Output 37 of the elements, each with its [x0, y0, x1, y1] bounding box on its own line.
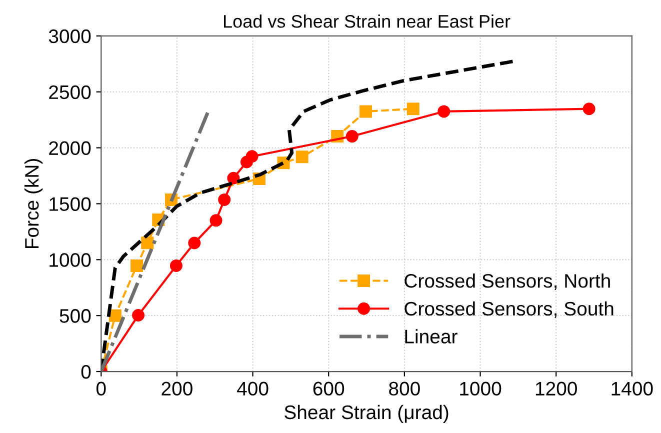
y-axis-title: Force (kN) — [24, 159, 43, 248]
point — [346, 130, 358, 143]
y-tick-label: 2500 — [49, 85, 91, 100]
point — [188, 236, 201, 250]
y-tick-label: 3000 — [48, 29, 91, 44]
point — [227, 172, 240, 184]
point — [246, 150, 258, 163]
x-tick-label: 1400 — [612, 382, 653, 396]
point — [438, 105, 450, 118]
legend-label: Crossed Sensors, North — [404, 273, 610, 290]
y-tick-label: 0 — [81, 364, 91, 379]
x-tick-label: 0 — [96, 382, 106, 396]
x-axis-title: Shear Strain (μrad) — [284, 404, 448, 424]
x-tick-label: 400 — [237, 382, 268, 396]
point — [218, 193, 231, 206]
point — [170, 259, 182, 272]
y-tick-label: 2000 — [49, 141, 91, 156]
point — [582, 102, 596, 116]
x-tick-label: 1000 — [460, 382, 502, 396]
y-tick-label: 1000 — [50, 253, 91, 267]
x-tick-label: 1200 — [536, 382, 577, 396]
x-tick-label: 600 — [313, 382, 344, 396]
chart-title: Load vs Shear Strain near East Pier — [224, 14, 510, 28]
point — [130, 259, 144, 272]
point — [296, 150, 308, 164]
point — [210, 214, 222, 227]
x-tick-label: 200 — [162, 382, 192, 396]
point — [108, 309, 122, 322]
point — [141, 236, 154, 250]
legend-label: Crossed Sensors, South — [404, 301, 614, 318]
point — [360, 105, 372, 118]
legend-label: Linear — [405, 329, 458, 344]
point — [406, 102, 420, 116]
x-tick-label: 800 — [389, 382, 420, 396]
y-tick-label: 1500 — [50, 197, 91, 211]
y-tick-label: 500 — [60, 309, 91, 323]
point — [132, 309, 145, 322]
